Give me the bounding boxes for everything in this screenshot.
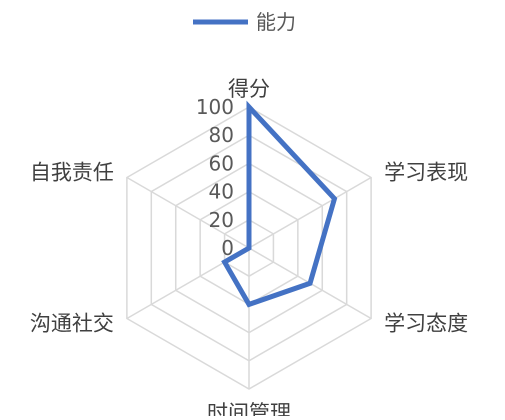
tick-label-80: 80 xyxy=(209,123,234,147)
tick-label-40: 40 xyxy=(209,180,234,204)
axis-label-2: 学习态度 xyxy=(384,312,468,336)
tick-label-0: 0 xyxy=(221,236,234,260)
radar-series xyxy=(224,107,334,305)
legend: 能力 xyxy=(193,10,296,34)
grid-spoke-1 xyxy=(249,178,371,249)
axis-label-1: 学习表现 xyxy=(384,161,468,185)
axis-label-4: 沟通社交 xyxy=(30,312,114,336)
tick-label-60: 60 xyxy=(209,151,234,175)
series-line-0 xyxy=(225,107,335,304)
axis-label-5: 自我责任 xyxy=(30,161,114,185)
axis-label-0: 得分 xyxy=(228,77,270,101)
legend-label-nengli: 能力 xyxy=(256,10,296,34)
axis-label-3: 时间管理 xyxy=(207,401,291,416)
tick-label-20: 20 xyxy=(209,208,234,232)
